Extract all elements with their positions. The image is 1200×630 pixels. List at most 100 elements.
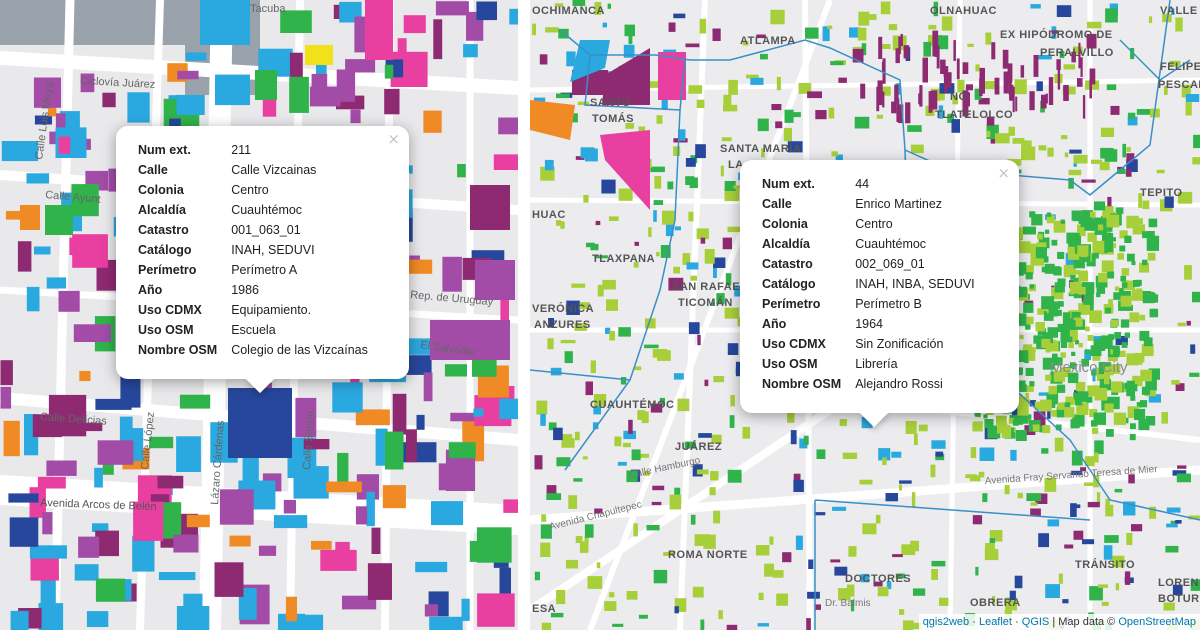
popup-row: Num ext. 44	[762, 174, 975, 194]
popup-row: Perímetro Perímetro A	[138, 260, 368, 280]
right-label-loren: LOREN	[1158, 577, 1199, 589]
right-label-boturi: BOTURI	[1158, 593, 1200, 605]
popup-row: Uso CDMX Sin Zonificación	[762, 334, 975, 354]
popup-row: Catastro 001_063_01	[138, 220, 368, 240]
right-shape-pink-2	[600, 130, 650, 210]
right-label-huac: HUAC	[532, 209, 566, 221]
left-label-ciclovia-juarez: Ciclovía Juárez	[80, 75, 156, 91]
right-label-esa: ESA	[532, 603, 556, 615]
qgis2web-link[interactable]: qgis2web	[922, 616, 970, 628]
popup-row: Uso OSM Librería	[762, 354, 975, 374]
popup-field-label: Año	[138, 282, 163, 297]
popup-field-label: Colonia	[762, 216, 808, 231]
popup-field-value: 44	[855, 176, 870, 191]
popup-row: Catálogo INAH, INBA, SEDUVI	[762, 274, 975, 294]
right-label-juarez: JUÁREZ	[675, 440, 722, 453]
popup-field-value: Centro	[855, 216, 893, 231]
right-label-doctores: DOCTORES	[845, 573, 911, 585]
right-label-dr-balmis: Dr. Balmis	[825, 598, 871, 609]
right-popup: × Num ext. 44 Calle Enrico Martinez Colonia C…	[740, 160, 1019, 428]
qgis-link[interactable]: QGIS	[1021, 616, 1050, 628]
popup-field-value: 001_063_01	[231, 222, 301, 237]
popup-field-value: Sin Zonificación	[855, 336, 944, 351]
popup-field-value: Escuela	[231, 322, 276, 337]
osm-link[interactable]: OpenStreetMap	[1118, 616, 1196, 628]
right-label-pescado: PESCADO	[1158, 79, 1200, 91]
popup-row: Calle Calle Vizcainas	[138, 160, 368, 180]
popup-field-value: INAH, INBA, SEDUVI	[855, 276, 975, 291]
right-label-tlatelolco: TLATELOLCO	[935, 109, 1013, 121]
popup-field-label: Calle	[762, 196, 792, 211]
popup-row: Calle Enrico Martinez	[762, 194, 975, 214]
popup-row: Alcaldía Cuauhtémoc	[762, 234, 975, 254]
popup-row: Año 1986	[138, 280, 368, 300]
right-label-atlampa: ATLAMPA	[740, 35, 796, 47]
right-label-tomas: TOMÁS	[592, 112, 634, 125]
popup-field-value: Enrico Martinez	[855, 196, 943, 211]
left-label-lazaro-cardenas: Lázaro Cárdenas	[209, 420, 227, 506]
close-icon[interactable]: ×	[387, 130, 400, 148]
popup-field-value: Calle Vizcainas	[231, 162, 317, 177]
right-label-santo: SANTO	[590, 97, 631, 109]
popup-field-label: Num ext.	[138, 142, 191, 157]
right-label-valle: VALLE	[1160, 5, 1198, 17]
popup-row: Num ext. 211	[138, 140, 368, 160]
popup-field-label: Año	[762, 316, 787, 331]
right-label-cuauhtemoc: CUAUHTÉMOC	[590, 398, 674, 411]
popup-field-label: Perímetro	[762, 296, 821, 311]
right-label-san-rafael: SAN RAFAEL	[672, 281, 747, 293]
left-label-simon: Calle Simón	[301, 410, 317, 470]
popup-field-label: Nombre OSM	[762, 376, 842, 391]
popup-field-label: Uso OSM	[762, 356, 818, 371]
right-label-tepito: TEPITO	[1140, 187, 1183, 199]
right-label-ochimanca: OCHIMANCA	[532, 5, 605, 17]
popup-field-label: Alcaldía	[762, 236, 810, 251]
popup-row: Uso OSM Escuela	[138, 320, 368, 340]
popup-field-value: Colegio de las Vizcaínas	[231, 342, 368, 357]
right-label-veronica: VERÓNICA	[532, 302, 594, 315]
right-label-ex-hipodromo-1: EX HIPÓDROMO DE	[1000, 28, 1113, 41]
popup-field-value: Perímetro A	[231, 262, 298, 277]
left-popup-table: Num ext. 211 Calle Calle Vizcainas Colonia Ce…	[138, 140, 368, 360]
popup-field-value: Cuauhtémoc	[231, 202, 303, 217]
map-attribution: qgis2web · Leaflet · QGIS | Map data © O…	[918, 614, 1200, 630]
popup-field-label: Catastro	[762, 256, 813, 271]
popup-field-value: 1964	[855, 316, 883, 331]
right-label-ticoman: TICOMÁN	[678, 296, 733, 309]
popup-field-label: Colonia	[138, 182, 184, 197]
popup-field-label: Catálogo	[138, 242, 192, 257]
popup-field-value: Cuauhtémoc	[855, 236, 927, 251]
left-label-delicias: Calle Delicias	[40, 411, 108, 428]
popup-field-label: Num ext.	[762, 176, 815, 191]
popup-field-value: Perímetro B	[855, 296, 922, 311]
left-map[interactable]: Tacuba Ciclovía Juárez Calle Luis Moya C…	[0, 0, 518, 630]
right-label-tlaxpana: TLAXPANA	[592, 253, 655, 265]
popup-row: Colonia Centro	[138, 180, 368, 200]
close-icon[interactable]: ×	[997, 164, 1010, 182]
popup-field-value: Equipamiento.	[231, 302, 312, 317]
left-popup: × Num ext. 211 Calle Calle Vizcainas Colonia…	[116, 126, 409, 394]
left-label-tacuba: Tacuba	[250, 3, 286, 15]
popup-row: Uso CDMX Equipamiento.	[138, 300, 368, 320]
right-label-santa-maria: SANTA MARÍA	[720, 142, 801, 155]
popup-field-label: Alcaldía	[138, 202, 186, 217]
right-shape-orange	[530, 100, 575, 140]
popup-field-label: Nombre OSM	[138, 342, 218, 357]
leaflet-link[interactable]: Leaflet	[978, 616, 1012, 628]
popup-field-value: INAH, SEDUVI	[231, 242, 315, 257]
right-map[interactable]: OCHIMANCA ATLAMPA OLNAHUAC EX HIPÓDROMO …	[530, 0, 1200, 630]
left-label-calle-ayunt: Calle Ayunt	[45, 189, 101, 206]
popup-row: Año 1964	[762, 314, 975, 334]
popup-field-label: Perímetro	[138, 262, 197, 277]
right-label-felipe: FELIPE	[1160, 61, 1200, 73]
popup-field-value: Centro	[231, 182, 269, 197]
popup-field-label: Uso CDMX	[138, 302, 202, 317]
popup-field-label: Catálogo	[762, 276, 816, 291]
popup-field-label: Catastro	[138, 222, 189, 237]
popup-row: Nombre OSM Alejandro Rossi	[762, 374, 975, 394]
popup-row: Catálogo INAH, SEDUVI	[138, 240, 368, 260]
left-selected-building	[228, 388, 292, 458]
right-shape-purple	[602, 48, 650, 105]
right-label-roma-norte: ROMA NORTE	[668, 549, 748, 561]
left-label-arcos-belen: Avenida Arcos de Belén	[40, 497, 157, 513]
